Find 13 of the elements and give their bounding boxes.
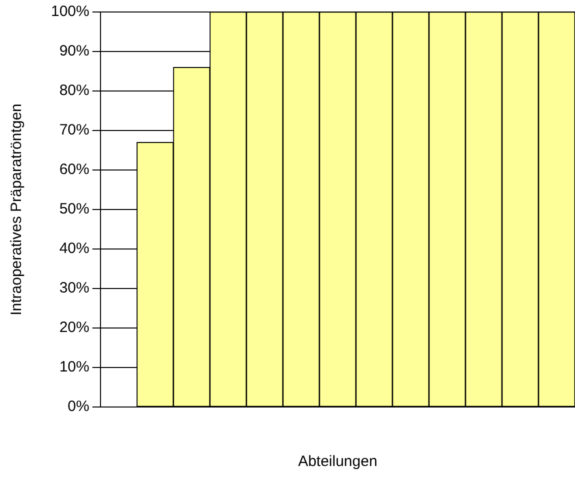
x-axis-title: Abteilungen [298, 453, 378, 470]
y-axis-title: Intraoperatives Präparatröntgen [8, 104, 26, 316]
y-tick-label: 20% [59, 319, 90, 336]
y-tick-label: 50% [59, 200, 90, 218]
y-tick-label: 30% [59, 280, 90, 297]
y-tick-label: 80% [59, 82, 90, 100]
y-tick-label: 90% [59, 42, 90, 60]
y-tick-label: 40% [59, 240, 90, 258]
y-tick-label: 10% [59, 358, 90, 376]
y-tick-label: 70% [59, 122, 90, 139]
y-tick-label: 0% [68, 398, 90, 416]
y-tick-label: 100% [50, 3, 90, 20]
y-tick-label: 60% [59, 161, 90, 178]
